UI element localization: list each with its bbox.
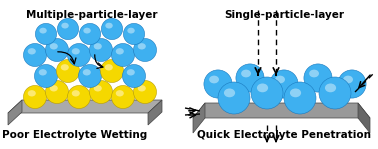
Ellipse shape <box>28 48 36 55</box>
Ellipse shape <box>39 28 47 34</box>
Ellipse shape <box>241 70 251 77</box>
Circle shape <box>133 80 156 104</box>
Ellipse shape <box>127 28 135 34</box>
Ellipse shape <box>138 85 146 91</box>
Circle shape <box>284 82 316 114</box>
Text: Single-particle-layer: Single-particle-layer <box>224 10 344 20</box>
Ellipse shape <box>325 83 336 92</box>
Circle shape <box>101 18 122 40</box>
Circle shape <box>304 64 332 92</box>
Ellipse shape <box>50 85 58 91</box>
Ellipse shape <box>94 43 102 49</box>
Circle shape <box>122 65 146 87</box>
Ellipse shape <box>127 69 135 76</box>
Ellipse shape <box>138 43 146 49</box>
Polygon shape <box>193 103 205 133</box>
Circle shape <box>101 59 124 83</box>
Circle shape <box>112 44 135 66</box>
Circle shape <box>90 38 113 62</box>
Ellipse shape <box>50 43 58 49</box>
Circle shape <box>79 65 102 87</box>
Ellipse shape <box>116 48 124 55</box>
Ellipse shape <box>224 89 235 97</box>
Circle shape <box>36 23 57 45</box>
Circle shape <box>23 86 46 108</box>
Circle shape <box>45 38 68 62</box>
Circle shape <box>270 70 298 98</box>
Polygon shape <box>358 103 370 133</box>
Circle shape <box>45 80 68 104</box>
Circle shape <box>218 82 250 114</box>
Circle shape <box>34 65 57 87</box>
Circle shape <box>68 44 90 66</box>
Circle shape <box>56 59 79 83</box>
Circle shape <box>319 77 351 109</box>
Circle shape <box>57 18 79 40</box>
Ellipse shape <box>83 28 91 34</box>
Circle shape <box>23 44 46 66</box>
Ellipse shape <box>72 90 80 97</box>
Circle shape <box>90 80 113 104</box>
Circle shape <box>251 77 283 109</box>
Ellipse shape <box>83 69 91 76</box>
Polygon shape <box>148 100 162 125</box>
Circle shape <box>338 70 366 98</box>
Ellipse shape <box>290 89 301 97</box>
Polygon shape <box>193 103 370 118</box>
Circle shape <box>236 64 264 92</box>
Ellipse shape <box>28 90 36 97</box>
Text: Quick Electrolyte Penetration: Quick Electrolyte Penetration <box>197 130 371 140</box>
Ellipse shape <box>105 23 113 28</box>
Circle shape <box>79 23 101 45</box>
Ellipse shape <box>209 76 219 83</box>
Polygon shape <box>8 100 162 113</box>
Ellipse shape <box>105 64 113 70</box>
Circle shape <box>204 70 232 98</box>
Ellipse shape <box>343 76 353 83</box>
Ellipse shape <box>72 48 80 55</box>
Ellipse shape <box>39 69 47 76</box>
Ellipse shape <box>94 85 102 91</box>
Text: Poor Electrolyte Wetting: Poor Electrolyte Wetting <box>2 130 148 140</box>
Circle shape <box>112 86 135 108</box>
Polygon shape <box>8 100 22 125</box>
Ellipse shape <box>61 23 69 28</box>
Text: Multiple-particle-layer: Multiple-particle-layer <box>26 10 158 20</box>
Ellipse shape <box>257 83 268 92</box>
Circle shape <box>124 23 144 45</box>
Circle shape <box>133 38 156 62</box>
Ellipse shape <box>309 70 319 77</box>
Ellipse shape <box>116 90 124 97</box>
Ellipse shape <box>61 64 69 70</box>
Ellipse shape <box>275 76 285 83</box>
Circle shape <box>68 86 90 108</box>
